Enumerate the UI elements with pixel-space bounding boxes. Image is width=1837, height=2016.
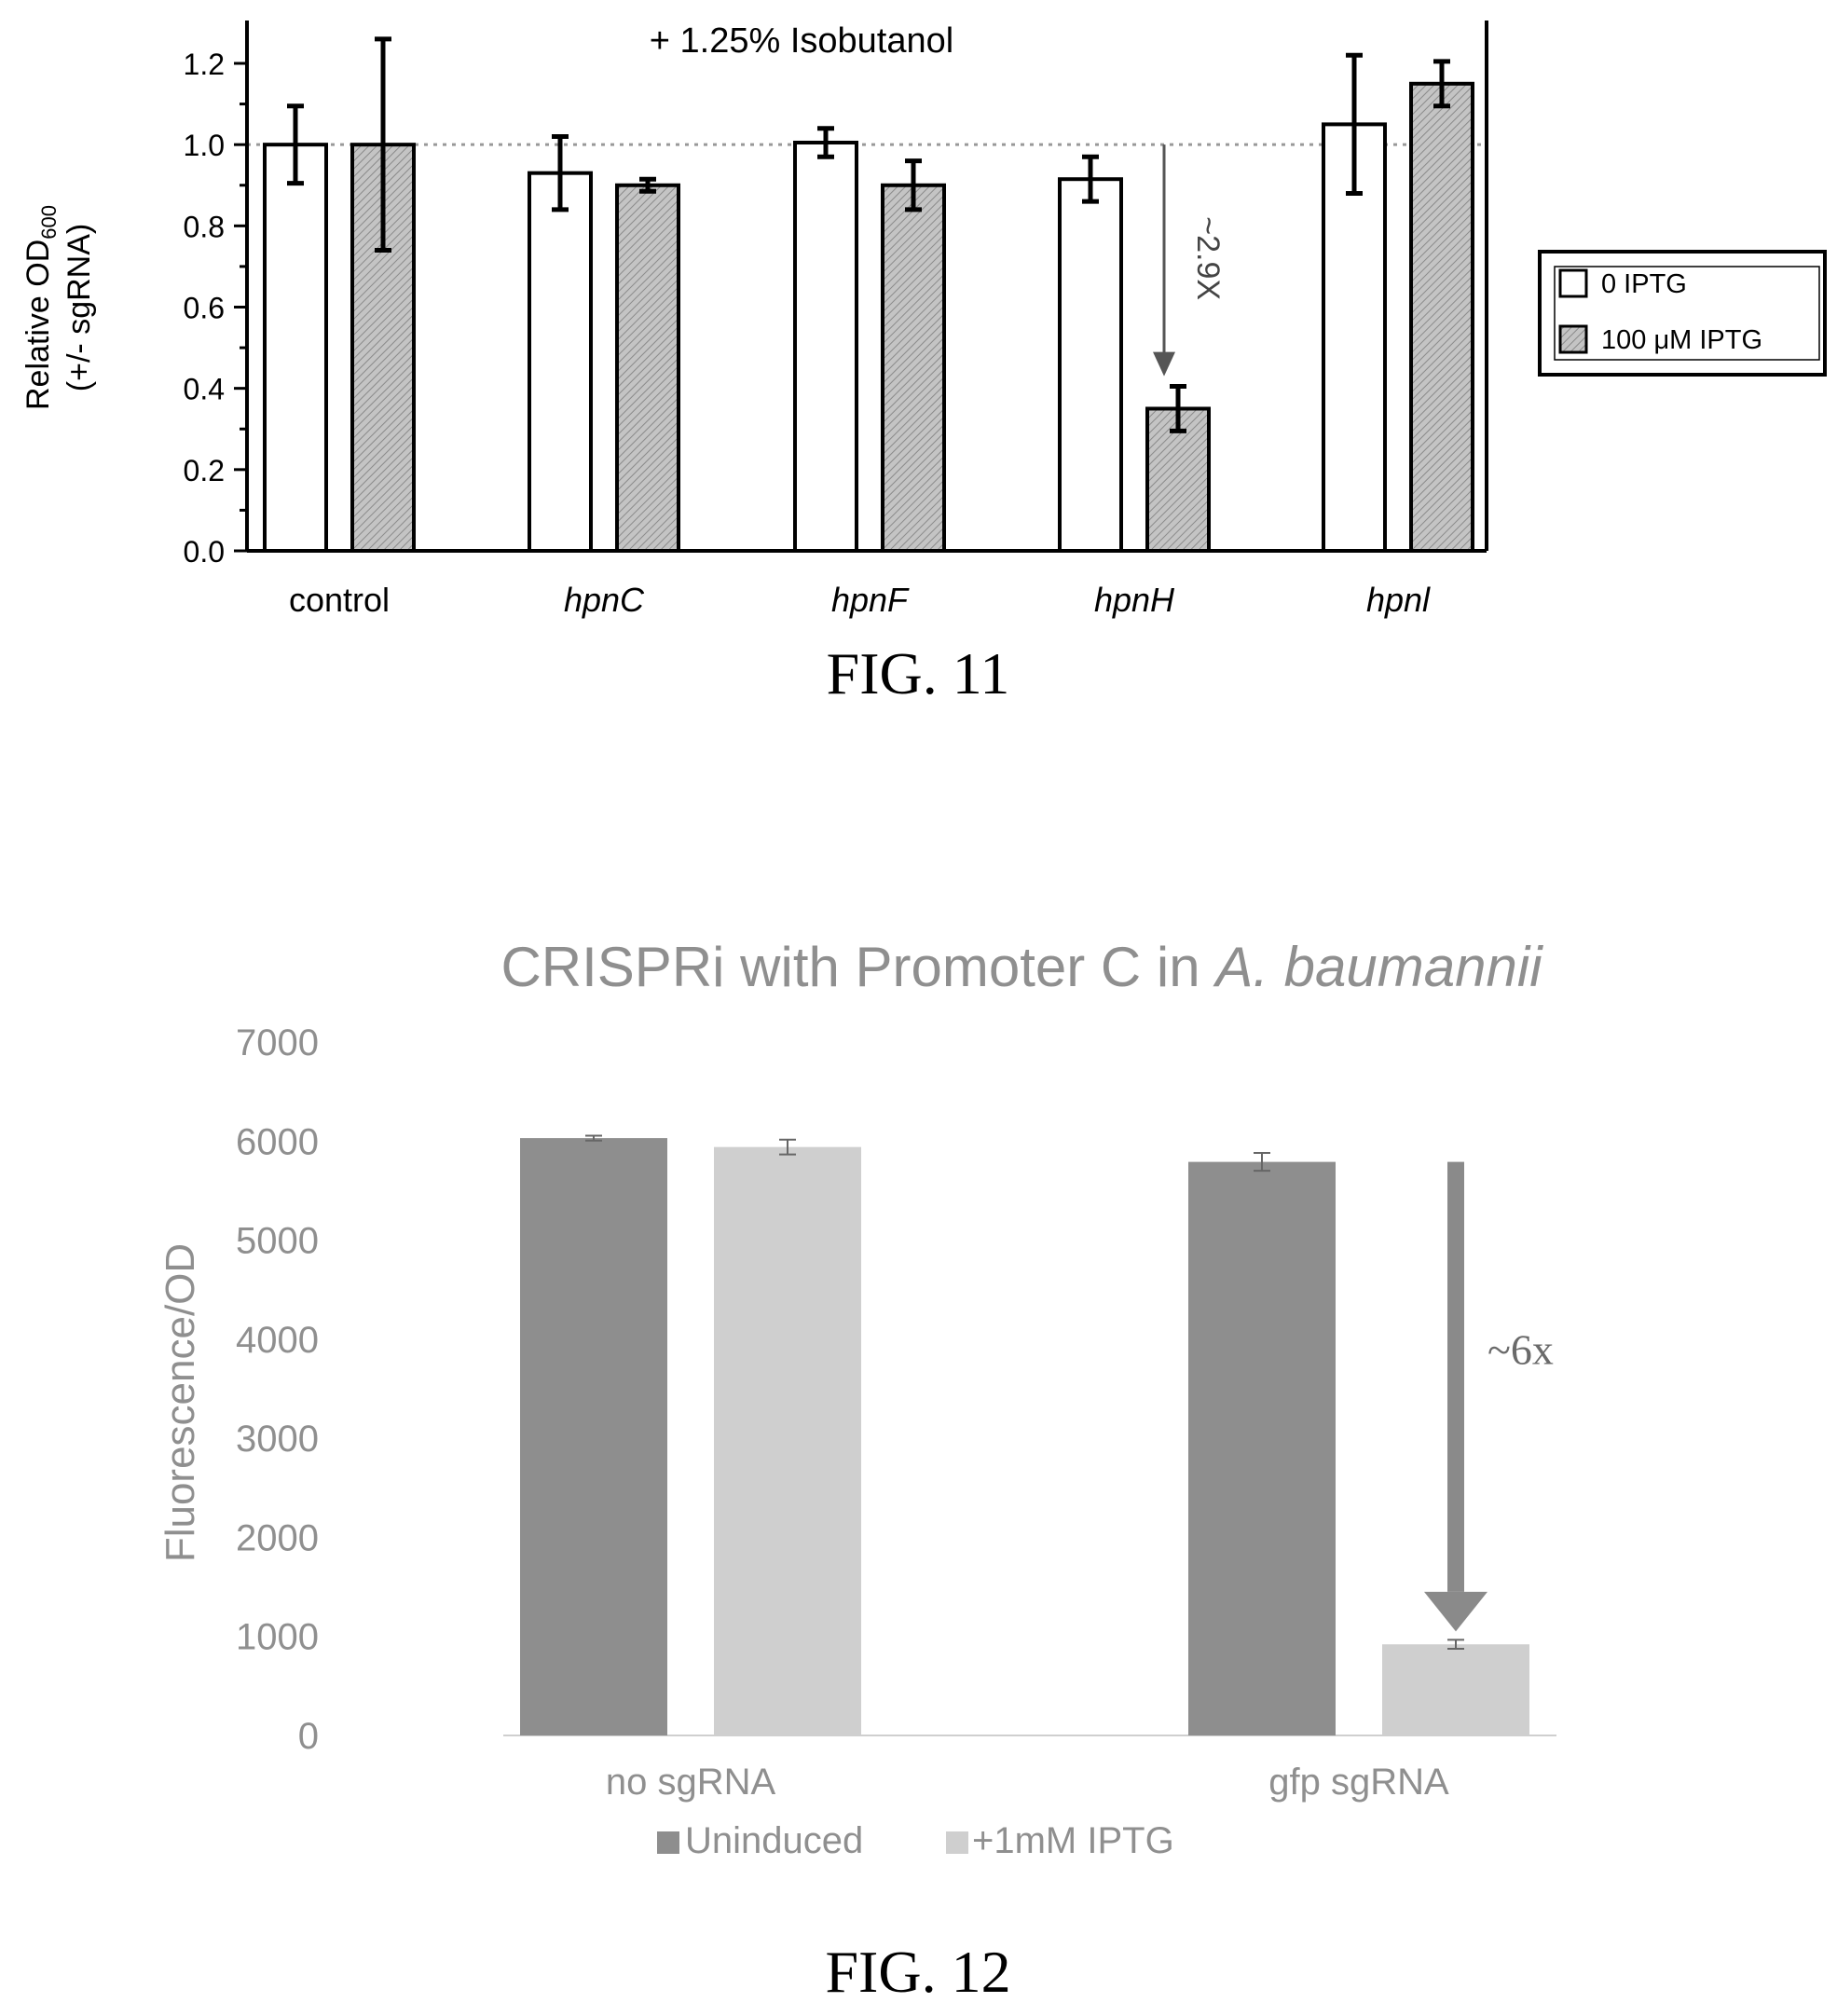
fig12-ytick-label: 0 — [298, 1716, 319, 1757]
fig12-bar — [714, 1146, 861, 1735]
fig11-caption: FIG. 11 — [827, 640, 1010, 706]
fig12-bar — [1382, 1644, 1529, 1735]
fig12-downarrow: ~6x — [1424, 1161, 1554, 1632]
fig12-category-labels: no sgRNA gfp sgRNA — [606, 1762, 1449, 1803]
legend-swatch-0-iptg — [1558, 268, 1588, 298]
fig11-ytick-label: 0.0 — [184, 535, 225, 569]
fig11-category-label: hpnF — [831, 581, 910, 619]
legend-label-0-iptg: 0 IPTG — [1601, 269, 1687, 299]
legend-label-100-iptg: 100 μM IPTG — [1601, 325, 1762, 355]
fig12-caption: FIG. 12 — [825, 1939, 1010, 2005]
fig12-ytick-label: 3000 — [236, 1419, 319, 1460]
fig12-ytick-label: 5000 — [236, 1221, 319, 1262]
fig11-ytick-label: 1.0 — [184, 129, 225, 162]
fig11-chart: 0.0 0.2 0.4 0.6 0.8 1.0 1.2 control hpnC hpnF hpn… — [21, 21, 1827, 619]
fig12-title-italic: A. baumannii — [1213, 936, 1543, 998]
fig11-bar — [528, 171, 593, 554]
fig11-bar — [1058, 177, 1123, 553]
fig12-category-label: gfp sgRNA — [1268, 1762, 1449, 1803]
fig11-bar — [793, 140, 858, 554]
fig12-arrow-label: ~6x — [1487, 1325, 1554, 1373]
fig12-ytick-label: 1000 — [236, 1617, 319, 1658]
fig12-chart: CRISPRi with Promoter C in A. baumannii … — [158, 936, 1556, 1861]
fig12-bar — [1188, 1161, 1336, 1735]
fig12-ytick-label: 4000 — [236, 1320, 319, 1361]
fig11-ylabel-subscript: 600 — [37, 205, 61, 240]
legend-swatch-iptg — [946, 1831, 968, 1854]
fig11-ylabel: Relative OD600 (+/- sgRNA) — [21, 205, 97, 410]
fig12-category-label: no sgRNA — [606, 1762, 776, 1803]
fig11-category-label: hpnH — [1094, 581, 1175, 619]
fig12-bar — [520, 1138, 667, 1735]
fig12-title-prefix: CRISPRi with Promoter C in — [500, 936, 1215, 998]
legend-swatch-100-iptg — [1558, 324, 1588, 354]
fig11-ylabel-main: Relative OD — [21, 240, 56, 410]
fig11-ytick-label: 0.8 — [184, 210, 225, 243]
fig11-bars — [263, 36, 1474, 554]
fig11-legend: 0 IPTG 100 μM IPTG — [1538, 250, 1827, 377]
legend-swatch-uninduced — [657, 1831, 679, 1854]
fig12-ytick-label: 2000 — [236, 1517, 319, 1558]
fig12-ytick-label: 7000 — [236, 1022, 319, 1063]
legend-label-iptg: +1mM IPTG — [972, 1820, 1174, 1861]
fig11-downarrow: ~2.9X — [1153, 144, 1226, 377]
fig11-bar — [263, 143, 328, 554]
fig11-annotation: + 1.25% Isobutanol — [650, 21, 953, 61]
fig12-legend: Uninduced +1mM IPTG — [657, 1820, 1174, 1861]
fig11-category-label: hpnl — [1366, 581, 1431, 619]
fig12-ytick-label: 6000 — [236, 1121, 319, 1162]
fig11-ytick-label: 0.2 — [184, 454, 225, 487]
fig12-title: CRISPRi with Promoter C in A. baumannii — [500, 936, 1543, 998]
fig11-bar — [615, 183, 680, 553]
fig11-category-labels: control hpnC hpnF hpnH hpnl — [289, 581, 1431, 619]
fig11-yaxis-ticks: 0.0 0.2 0.4 0.6 0.8 1.0 1.2 — [184, 48, 247, 569]
fig11-ytick-label: 1.2 — [184, 48, 225, 81]
svg-text:Relative OD600: Relative OD600 — [21, 205, 61, 410]
fig11-bar — [1409, 81, 1474, 554]
fig12-yaxis-ticks: 0 1000 2000 3000 4000 5000 6000 7000 — [236, 1022, 319, 1757]
fig11-ytick-label: 0.4 — [184, 373, 225, 406]
fig11-ylabel-line2: (+/- sgRNA) — [62, 224, 97, 391]
fig11-category-label: control — [289, 581, 390, 619]
fig12-ylabel: Fluorescence/OD — [158, 1243, 203, 1562]
fig11-bar — [881, 183, 946, 553]
fig11-ytick-label: 0.6 — [184, 292, 225, 325]
fig11-arrow-label: ~2.9X — [1190, 216, 1226, 300]
fig12-bars — [520, 1134, 1529, 1735]
legend-label-uninduced: Uninduced — [685, 1820, 863, 1861]
fig11-category-label: hpnC — [564, 581, 645, 619]
